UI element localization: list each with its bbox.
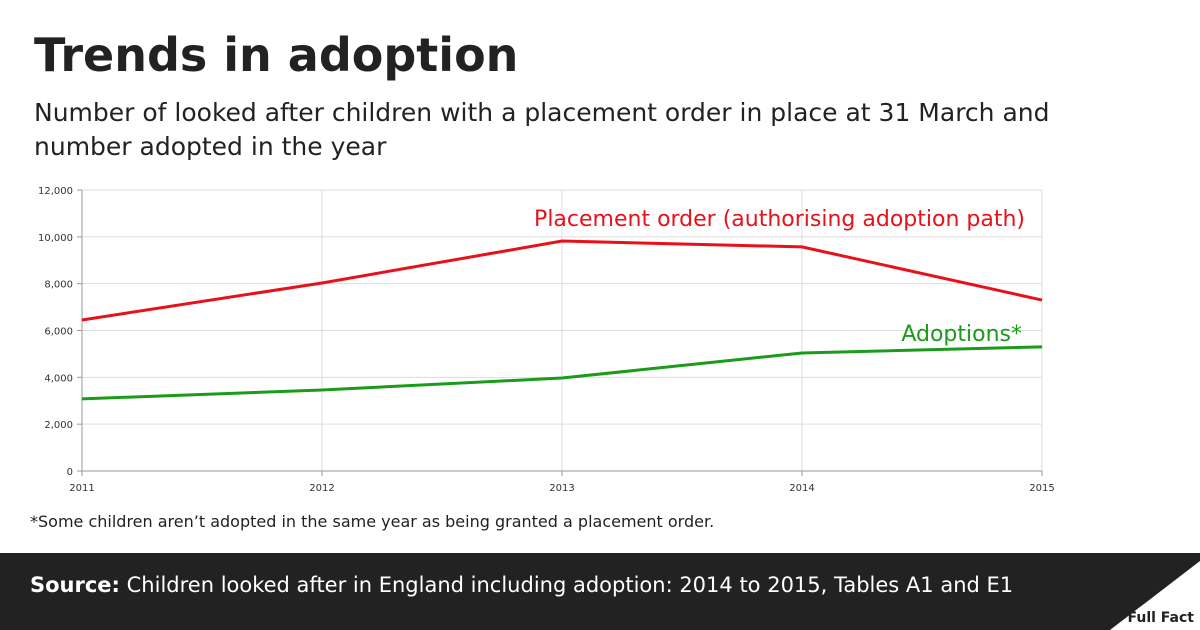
logo-shape [1110,561,1200,630]
x-tick-label: 2012 [309,483,334,494]
x-tick-label: 2013 [549,483,574,494]
source-label: Source: [30,573,120,597]
y-tick-label: 6,000 [44,327,73,338]
y-tick-label: 10,000 [38,233,73,244]
chart-title: Trends in adoption [34,28,519,82]
y-tick-label: 0 [67,467,73,478]
x-tick-label: 2014 [789,483,814,494]
y-tick-label: 4,000 [44,373,73,384]
source: Source: Children looked after in England… [30,573,1013,597]
source-text: Children looked after in England includi… [126,573,1014,597]
line [81,345,1043,401]
y-tick-label: 8,000 [44,280,73,291]
y-tick-label: 2,000 [44,420,73,431]
series-label: Adoptions* [901,322,1022,347]
line [81,239,1043,322]
chart: 0 2,000 4,000 6,000 8,000 10,000 12,000 2011 201… [38,186,1055,494]
footer: Source: Children looked after in England… [0,553,1200,630]
series-label: Placement order (authorising adoption pa… [534,207,1025,232]
x-tick-label: 2011 [69,483,94,494]
logo: Full Fact [1127,610,1195,626]
chart-subtitle: Number of looked after children with a p… [34,98,1050,161]
y-tick-label: 12,000 [38,186,73,197]
x-tick-label: 2015 [1029,483,1054,494]
footnote: *Some children aren’t adopted in the sam… [30,512,715,531]
